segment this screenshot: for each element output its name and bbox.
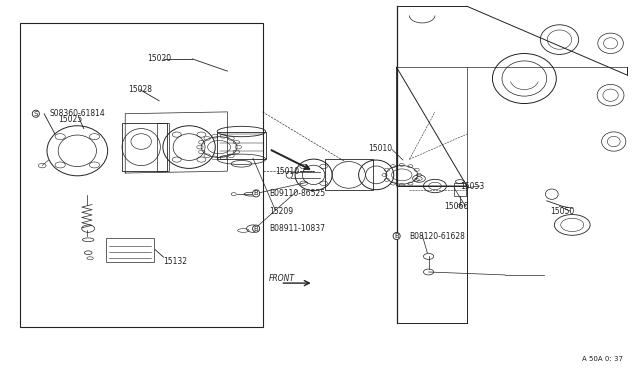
Bar [217,132,266,159]
Bar [454,183,466,196]
Text: B: B [254,190,259,196]
Text: B08120-61628: B08120-61628 [410,231,465,241]
Text: 15010: 15010 [368,144,392,153]
Text: B09110-86525: B09110-86525 [269,189,325,198]
Text: 15050: 15050 [550,208,574,217]
Text: 15020: 15020 [148,54,172,62]
Text: 15209: 15209 [269,208,293,217]
Text: 15025: 15025 [58,115,83,124]
Text: S08360-61814: S08360-61814 [50,109,106,118]
Text: FRONT: FRONT [269,274,295,283]
Text: 15028: 15028 [129,85,152,94]
Text: 15066: 15066 [445,202,468,211]
Bar [122,123,167,171]
Bar [325,159,373,190]
Text: 15010: 15010 [275,167,300,176]
Text: B08911-10837: B08911-10837 [269,224,325,233]
Bar [106,238,154,262]
Text: B: B [394,233,399,239]
Text: S: S [34,111,38,117]
Text: 15053: 15053 [461,182,484,190]
Text: 15132: 15132 [164,257,188,266]
Bar [157,123,169,171]
Text: A 50A 0: 37: A 50A 0: 37 [582,356,623,362]
Text: B: B [254,226,259,232]
Bar [20,23,262,327]
